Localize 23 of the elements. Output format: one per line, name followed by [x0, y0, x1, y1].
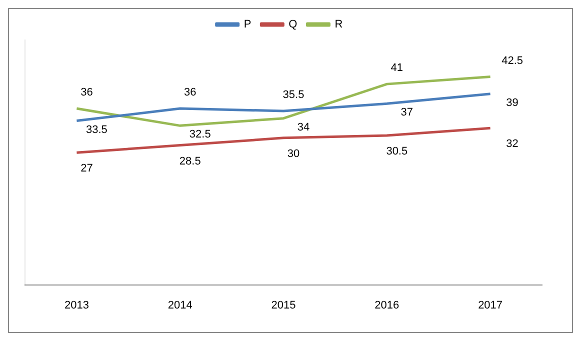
data-label: 36 — [80, 86, 93, 99]
x-tick-label: 2013 — [64, 299, 89, 312]
data-label: 37 — [400, 106, 414, 119]
data-label: 27 — [80, 162, 93, 175]
x-tick-label: 2017 — [478, 299, 503, 312]
data-label: 39 — [506, 96, 518, 109]
data-label: 42.5 — [502, 54, 524, 67]
legend-label: Q — [288, 18, 298, 31]
data-label: 32.5 — [189, 128, 211, 141]
data-label: 30.5 — [386, 146, 408, 158]
x-tick-label: 2016 — [374, 299, 400, 312]
legend-label: R — [334, 18, 343, 31]
data-label: 34 — [297, 121, 310, 134]
x-tick-label: 2014 — [168, 299, 192, 312]
data-label: 32 — [506, 138, 518, 150]
data-label: 28.5 — [179, 155, 201, 168]
data-label: 33.5 — [86, 124, 108, 136]
data-label: 36 — [184, 86, 196, 99]
data-label: 30 — [287, 148, 300, 160]
data-label: 41 — [390, 62, 404, 74]
data-label: 35.5 — [282, 89, 304, 102]
x-tick-label: 2015 — [271, 299, 296, 312]
legend-label: P — [244, 18, 252, 31]
